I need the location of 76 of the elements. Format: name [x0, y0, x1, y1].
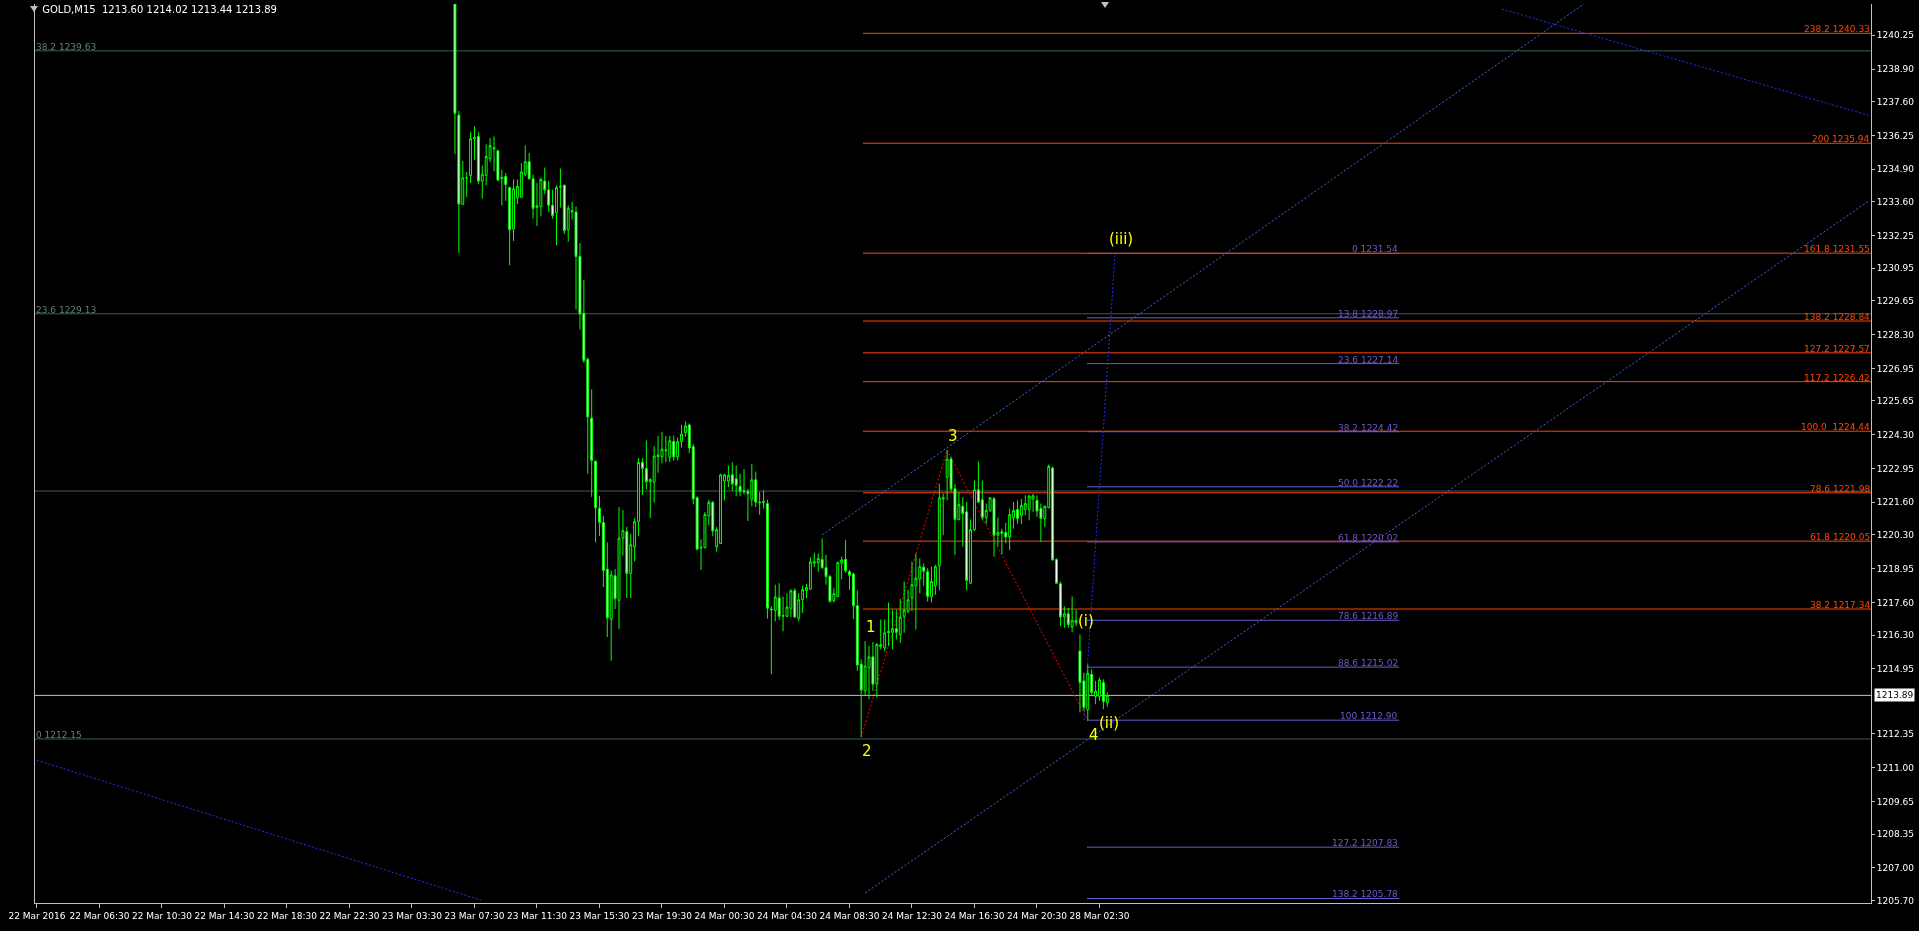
y-tick-label: 1225.65 — [1876, 396, 1915, 407]
y-tick-label: 1221.60 — [1876, 497, 1915, 508]
y-tick-label: 1214.95 — [1876, 664, 1915, 675]
ref-line-label: 100 1212.90 — [1340, 711, 1398, 721]
ref-line-label: 78.6 1221.98 — [1810, 484, 1871, 494]
ref-line-label: 127.2 1207.83 — [1332, 838, 1398, 848]
ref-line-label: 1213.89 — [1876, 690, 1914, 700]
chart-title: GOLD,M15 1213.60 1214.02 1213.44 1213.89 — [42, 3, 277, 15]
y-tick-label: 1228.30 — [1876, 329, 1915, 340]
x-tick-label: 22 Mar 14:30 — [194, 910, 255, 921]
x-tick-label: 24 Mar 08:30 — [819, 910, 880, 921]
annotation: (iii) — [1109, 230, 1134, 248]
ref-line-label: 138.2 1228.84 — [1804, 312, 1871, 322]
y-tick-label: 1216.30 — [1876, 630, 1915, 641]
x-tick-label: 22 Mar 06:30 — [69, 910, 130, 921]
ref-line-label: 0 1212.15 — [36, 730, 82, 740]
y-tick-label: 1240.25 — [1876, 30, 1915, 41]
x-tick-label: 23 Mar 03:30 — [381, 910, 443, 921]
x-tick-label: 22 Mar 22:30 — [319, 910, 380, 921]
y-tick-label: 1238.90 — [1876, 64, 1915, 75]
x-tick-label: 23 Mar 19:30 — [631, 910, 693, 921]
x-tick-label: 23 Mar 07:30 — [444, 910, 505, 921]
y-tick-label: 1234.90 — [1876, 164, 1915, 175]
x-tick-label: 24 Mar 20:30 — [1006, 910, 1068, 921]
annotation: 2 — [862, 742, 872, 760]
ref-line-label: 138.2 1205.78 — [1332, 889, 1399, 899]
y-tick-label: 1212.35 — [1876, 729, 1915, 740]
y-tick-label: 1237.60 — [1876, 96, 1915, 107]
ref-line-label: 50.0 1222.22 — [1338, 478, 1399, 488]
ref-line-label: 38.2 1217.34 — [1810, 600, 1871, 610]
y-tick-label: 1230.95 — [1876, 263, 1915, 274]
y-tick-label: 1205.70 — [1876, 895, 1915, 906]
ref-line-label: 161.8 1231.55 — [1804, 244, 1870, 254]
x-tick-label: 24 Mar 00:30 — [694, 910, 755, 921]
ref-line-label: 238.2 1240.33 — [1804, 24, 1870, 34]
x-tick-label: 22 Mar 10:30 — [131, 910, 193, 921]
annotation: 3 — [948, 427, 958, 445]
ref-line-label: 127.2 1227.57 — [1804, 344, 1870, 354]
y-tick-label: 1209.65 — [1876, 796, 1915, 807]
y-tick-label: 1226.95 — [1876, 363, 1915, 374]
x-tick-label: 24 Mar 16:30 — [944, 910, 1005, 921]
annotation: 1 — [866, 618, 876, 636]
x-tick-label: 22 Mar 2016 — [8, 910, 66, 921]
y-tick-label: 1233.60 — [1876, 196, 1915, 207]
y-tick-label: 1220.30 — [1876, 530, 1915, 541]
y-tick-label: 1217.60 — [1876, 597, 1915, 608]
ref-line-label: 117.2 1226.42 — [1804, 373, 1870, 383]
annotation: 4 — [1089, 726, 1099, 744]
ref-line-label: 38.2 1239.63 — [36, 42, 97, 52]
ref-line-label: 100.0 1224.44 — [1801, 422, 1870, 432]
y-tick-label: 1229.65 — [1876, 295, 1915, 306]
ref-line-label: 23.6 1227.14 — [1338, 355, 1399, 365]
y-tick-label: 1232.25 — [1876, 230, 1915, 241]
x-tick-label: 28 Mar 02:30 — [1069, 910, 1130, 921]
y-tick-label: 1218.95 — [1876, 563, 1915, 574]
ref-line-label: 23.6 1229.13 — [36, 305, 97, 315]
ref-line-label: 13.8 1228.97 — [1338, 309, 1399, 319]
y-tick-label: 1207.00 — [1876, 863, 1915, 874]
y-tick-label: 1208.35 — [1876, 829, 1915, 840]
ref-line-label: 0 1231.54 — [1352, 244, 1399, 254]
x-tick-label: 23 Mar 11:30 — [506, 910, 568, 921]
ref-line-label: 61.8 1220.02 — [1338, 533, 1399, 543]
ref-line-label: 200 1235.94 — [1812, 134, 1870, 144]
ref-line-label: 78.6 1216.89 — [1338, 611, 1399, 621]
y-tick-label: 1236.25 — [1876, 130, 1915, 141]
x-tick-label: 22 Mar 18:30 — [256, 910, 318, 921]
y-tick-label: 1211.00 — [1876, 762, 1915, 773]
ref-line-label: 88.6 1215.02 — [1338, 658, 1399, 668]
ref-line-label: 38.2 1224.42 — [1338, 423, 1399, 433]
x-tick-label: 24 Mar 04:30 — [756, 910, 818, 921]
x-tick-label: 23 Mar 15:30 — [569, 910, 630, 921]
x-tick-label: 24 Mar 12:30 — [881, 910, 943, 921]
y-tick-label: 1222.95 — [1876, 463, 1915, 474]
ref-line-label: 61.8 1220.05 — [1810, 532, 1871, 542]
annotation: (i) — [1078, 612, 1094, 630]
y-tick-label: 1224.30 — [1876, 429, 1915, 440]
